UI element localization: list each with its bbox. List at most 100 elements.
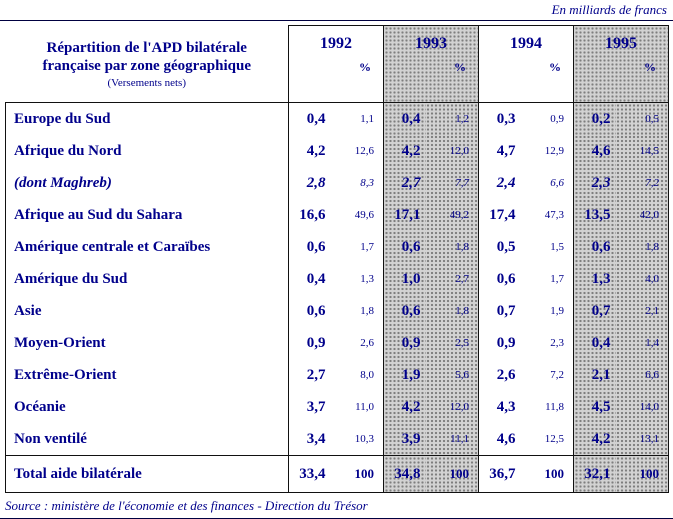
value-cell: 34,8: [383, 455, 426, 493]
percent-header: %: [644, 60, 656, 74]
value-cell: 0,4: [573, 327, 616, 359]
value-cell: 0,6: [383, 295, 426, 327]
table-title: Répartition de l'APD bilatérale français…: [5, 25, 289, 103]
unit-note: En milliards de francs: [0, 0, 673, 21]
table-row: Extrême-Orient 2,7 8,0 1,9 5,6 2,6 7,2 2,1 6,6: [5, 359, 669, 391]
table-row: Europe du Sud 0,4 1,1 0,4 1,2 0,3 0,9 0,2 0,5: [5, 102, 669, 135]
percent-cell: 2,7: [425, 263, 479, 295]
percent-header: %: [454, 60, 466, 74]
percent-cell: 6,6: [550, 177, 564, 189]
table-row: (dont Maghreb) 2,8 8,3 2,7 7,7 2,4 6,6 2,3 7,2: [5, 167, 669, 199]
row-label: Afrique au Sud du Sahara: [5, 199, 289, 231]
year-header-1994: 1994 %: [478, 25, 574, 103]
value-cell: 0,6: [383, 231, 426, 263]
percent-cell: 49,6: [354, 209, 374, 221]
table-row: Afrique du Nord 4,2 12,6 4,2 12,0 4,7 12,9 4,6 1…: [5, 135, 669, 167]
percent-cell: 8,3: [360, 177, 374, 189]
percent-cell: 1,9: [550, 305, 564, 317]
row-label: Asie: [5, 295, 289, 327]
percent-cell: 14,0: [615, 391, 669, 423]
apd-table: Répartition de l'APD bilatérale français…: [5, 25, 669, 493]
value-cell: 0,6: [573, 231, 616, 263]
row-label: Non ventilé: [5, 423, 289, 456]
percent-cell: 7,2: [615, 167, 669, 199]
row-label: Europe du Sud: [5, 102, 289, 135]
percent-cell: 1,7: [550, 273, 564, 285]
percent-cell: 0,5: [615, 102, 669, 135]
source-note: Source : ministère de l'économie et des …: [0, 495, 673, 519]
percent-cell: 12,9: [544, 145, 564, 157]
percent-cell: 2,6: [360, 337, 374, 349]
value-cell: 2,4: [478, 167, 521, 199]
percent-cell: 1,7: [360, 241, 374, 253]
value-cell: 4,6: [573, 135, 616, 167]
percent-cell: 1,8: [425, 295, 479, 327]
percent-cell: 12,0: [425, 391, 479, 423]
percent-cell: 7,7: [425, 167, 479, 199]
value-cell: 0,5: [478, 231, 521, 263]
value-cell: 4,3: [478, 391, 521, 423]
table-row: Moyen-Orient 0,9 2,6 0,9 2,5 0,9 2,3 0,4 1,4: [5, 327, 669, 359]
percent-cell: 1,8: [360, 305, 374, 317]
percent-cell: 6,6: [615, 359, 669, 391]
percent-cell: 2,1: [615, 295, 669, 327]
value-cell: 36,7: [478, 455, 521, 493]
year-header-1992: 1992 %: [288, 25, 384, 103]
value-cell: 17,4: [478, 199, 521, 231]
table-row: Amérique du Sud 0,4 1,3 1,0 2,7 0,6 1,7 1,3 4,0: [5, 263, 669, 295]
value-cell: 4,7: [478, 135, 521, 167]
value-cell: 32,1: [573, 455, 616, 493]
value-cell: 2,7: [383, 167, 426, 199]
percent-cell: 12,5: [544, 433, 564, 445]
value-cell: 0,4: [288, 102, 331, 135]
percent-header: %: [549, 60, 561, 74]
percent-cell: 11,1: [425, 423, 479, 456]
percent-cell: 1,4: [615, 327, 669, 359]
table-row: Asie 0,6 1,8 0,6 1,8 0,7 1,9 0,7 2,1: [5, 295, 669, 327]
value-cell: 17,1: [383, 199, 426, 231]
value-cell: 2,3: [573, 167, 616, 199]
row-label: Océanie: [5, 391, 289, 423]
value-cell: 0,6: [288, 231, 331, 263]
year-header-1993: 1993 %: [383, 25, 479, 103]
percent-cell: 11,8: [545, 401, 564, 413]
year-label: 1994: [510, 35, 542, 52]
percent-cell: 2,5: [425, 327, 479, 359]
percent-cell: 1,8: [425, 231, 479, 263]
table-row: Océanie 3,7 11,0 4,2 12,0 4,3 11,8 4,5 14,0: [5, 391, 669, 423]
value-cell: 2,1: [573, 359, 616, 391]
value-cell: 4,2: [383, 135, 426, 167]
percent-cell: 12,6: [354, 145, 374, 157]
value-cell: 0,4: [288, 263, 331, 295]
row-label: Moyen-Orient: [5, 327, 289, 359]
table-body: Europe du Sud 0,4 1,1 0,4 1,2 0,3 0,9 0,2 0,5 Afr…: [5, 102, 669, 493]
percent-cell: 14,5: [615, 135, 669, 167]
value-cell: 0,7: [573, 295, 616, 327]
percent-cell: 8,0: [360, 369, 374, 381]
value-cell: 4,6: [478, 423, 521, 456]
value-cell: 4,2: [573, 423, 616, 456]
percent-cell: 100: [615, 455, 669, 493]
percent-cell: 7,2: [550, 369, 564, 381]
table-row: Non ventilé 3,4 10,3 3,9 11,1 4,6 12,5 4,2 13,1: [5, 423, 669, 456]
year-label: 1992: [320, 35, 352, 52]
table-row: Afrique au Sud du Sahara 16,6 49,6 17,1 49,2…: [5, 199, 669, 231]
percent-cell: 42,0: [615, 199, 669, 231]
percent-cell: 5,6: [425, 359, 479, 391]
value-cell: 3,7: [288, 391, 331, 423]
header-row: Répartition de l'APD bilatérale français…: [5, 25, 669, 103]
percent-cell: 100: [520, 455, 574, 493]
percent-cell: 1,5: [550, 241, 564, 253]
percent-cell: 13,1: [615, 423, 669, 456]
value-cell: 0,6: [478, 263, 521, 295]
percent-cell: 100: [425, 455, 479, 493]
percent-cell: 49,2: [425, 199, 479, 231]
table-title-line1: Répartition de l'APD bilatérale: [46, 39, 247, 56]
value-cell: 1,0: [383, 263, 426, 295]
row-label: Amérique centrale et Caraïbes: [5, 231, 289, 263]
total-row: Total aide bilatérale 33,4 100 34,8 100 36,7 1…: [5, 455, 669, 493]
value-cell: 4,5: [573, 391, 616, 423]
value-cell: 1,9: [383, 359, 426, 391]
percent-cell: 2,3: [550, 337, 564, 349]
